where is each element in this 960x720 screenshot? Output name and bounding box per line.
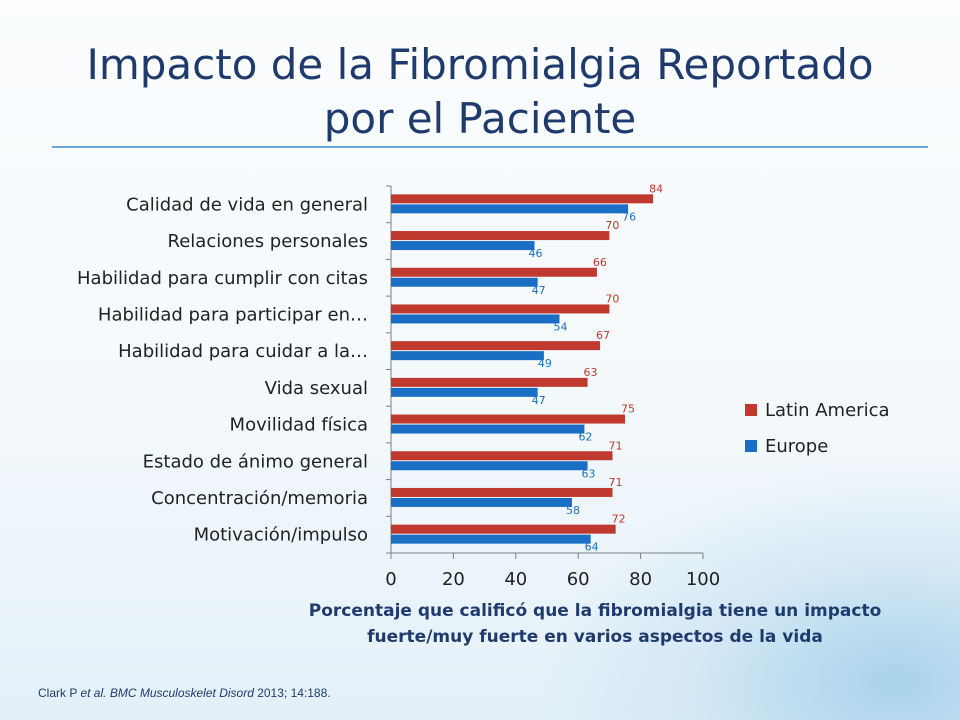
category-label: Estado de ánimo general (143, 451, 368, 472)
category-label: Motivación/impulso (194, 525, 368, 546)
data-label-latin-america: 71 (609, 439, 623, 452)
legend-swatch-europe (745, 440, 757, 452)
data-label-latin-america: 63 (584, 366, 598, 379)
bar-latin-america (391, 487, 613, 497)
data-label-europe: 63 (582, 467, 596, 480)
bar-europe (391, 314, 560, 324)
x-tick-label: 40 (504, 569, 527, 590)
category-label: Calidad de vida en general (126, 194, 368, 215)
data-label-europe: 54 (553, 320, 567, 333)
title-line-2: por el Paciente (323, 94, 637, 143)
chart-legend: Latin America Europe (745, 392, 890, 464)
data-label-europe: 58 (566, 504, 580, 517)
legend-swatch-latin-america (745, 404, 757, 416)
x-tick-label: 60 (567, 569, 590, 590)
bar-europe (391, 241, 535, 251)
legend-item-europe: Europe (745, 428, 890, 464)
data-label-europe: 62 (578, 431, 592, 444)
bar-europe (391, 534, 591, 544)
bar-latin-america (391, 414, 625, 424)
data-label-latin-america: 70 (605, 292, 619, 305)
citation-etal: et al. (80, 686, 107, 700)
title-line-1: Impacto de la Fibromialgia Reportado (86, 40, 874, 89)
x-axis-label-line-2: fuerte/muy fuerte en varios aspectos de … (367, 627, 823, 647)
bar-europe (391, 351, 544, 361)
x-tick-label: 80 (629, 569, 652, 590)
x-tick-label: 0 (385, 569, 396, 590)
data-label-latin-america: 66 (593, 256, 607, 269)
citation-details: 2013; 14:188. (253, 686, 331, 700)
category-label: Habilidad para cumplir con citas (77, 268, 368, 289)
x-axis-label-line-1: Porcentaje que calificó que la fibromial… (308, 601, 882, 621)
x-tick-label: 100 (686, 569, 720, 590)
bar-latin-america (391, 377, 588, 387)
data-label-latin-america: 70 (605, 219, 619, 232)
data-label-latin-america: 72 (612, 513, 626, 526)
category-label: Concentración/memoria (151, 488, 368, 509)
bar-europe (391, 424, 585, 434)
bar-europe (391, 461, 588, 471)
citation-authors: Clark P (38, 686, 81, 700)
bar-latin-america (391, 194, 654, 204)
title-divider (52, 146, 928, 148)
bar-europe (391, 204, 629, 214)
bar-latin-america (391, 304, 610, 314)
bar-latin-america (391, 451, 613, 461)
data-label-europe: 46 (529, 247, 543, 260)
category-label: Vida sexual (265, 378, 368, 399)
data-label-europe: 64 (585, 541, 599, 554)
bar-europe (391, 497, 572, 507)
category-label: Relaciones personales (168, 231, 368, 252)
legend-item-latin-america: Latin America (745, 392, 890, 428)
bar-latin-america (391, 231, 610, 241)
data-label-europe: 49 (538, 357, 552, 370)
bar-latin-america (391, 267, 597, 277)
bar-latin-america (391, 341, 601, 351)
data-label-europe: 47 (532, 394, 546, 407)
legend-label-europe: Europe (765, 435, 829, 457)
data-label-latin-america: 71 (609, 476, 623, 489)
category-label: Habilidad para participar en… (98, 304, 368, 325)
slide-title: Impacto de la Fibromialgia Reportado por… (60, 38, 900, 146)
data-label-europe: 76 (622, 210, 636, 223)
bar-latin-america (391, 524, 616, 534)
data-label-latin-america: 75 (621, 403, 635, 416)
data-label-latin-america: 67 (596, 329, 610, 342)
x-tick-label: 20 (442, 569, 465, 590)
data-label-europe: 47 (532, 284, 546, 297)
bar-europe (391, 277, 538, 287)
data-label-latin-america: 84 (649, 182, 663, 195)
bar-europe (391, 387, 538, 397)
x-axis-label: Porcentaje que calificó que la fibromial… (270, 598, 920, 650)
citation: Clark P et al. BMC Musculoskelet Disord … (38, 686, 331, 700)
citation-journal: BMC Musculoskelet Disord (109, 686, 254, 700)
legend-label-latin-america: Latin America (765, 399, 890, 421)
category-label: Habilidad para cuidar a la… (118, 341, 368, 362)
category-label: Movilidad física (230, 415, 368, 436)
